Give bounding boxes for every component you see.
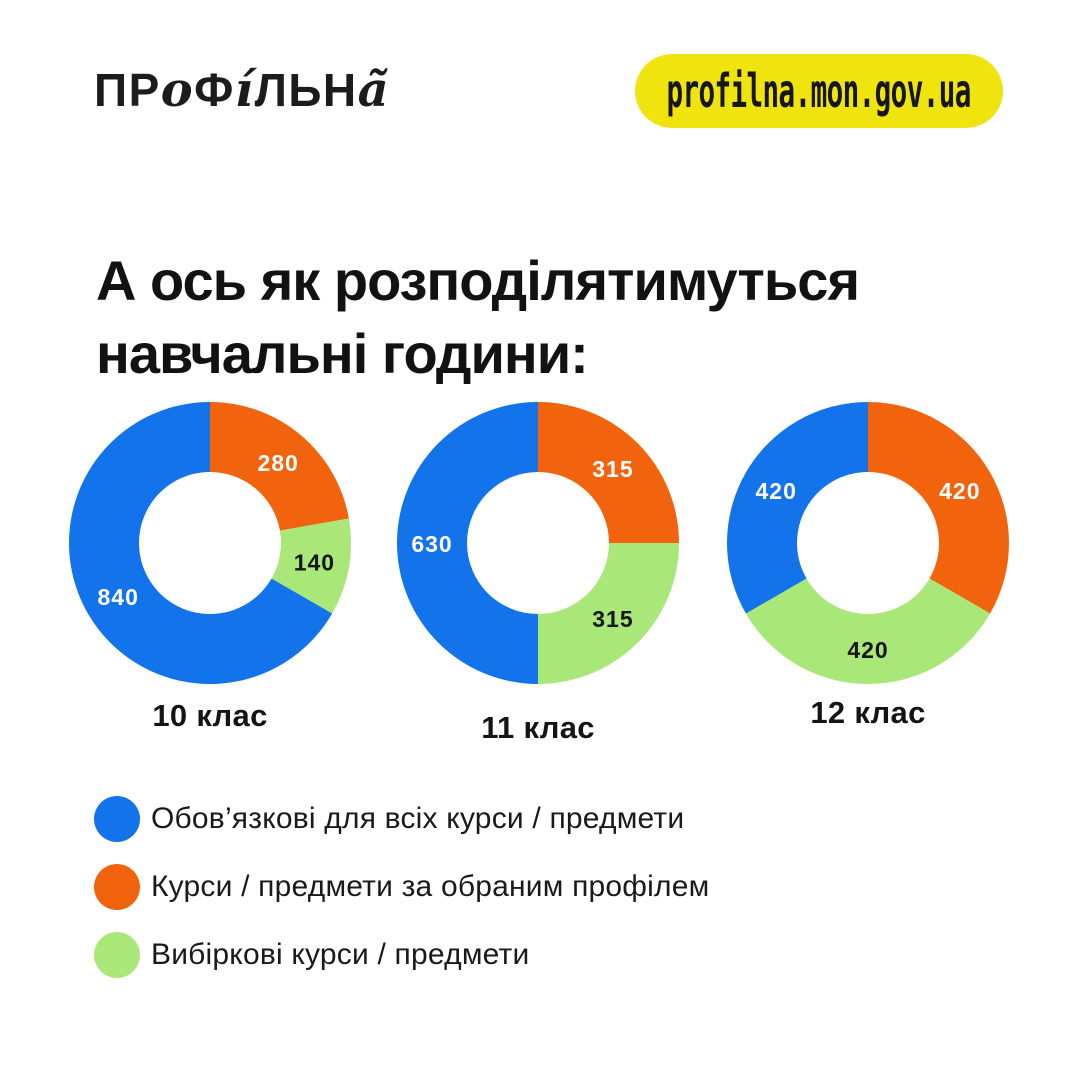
donut-slice-profile bbox=[210, 402, 349, 531]
donut-chart-grade-11: 315 315 630 11 клас bbox=[396, 401, 680, 746]
slice-value-profile: 420 bbox=[939, 478, 980, 504]
site-url-badge[interactable]: profilna.mon.gov.ua bbox=[635, 54, 1003, 128]
slice-value-profile: 315 bbox=[592, 456, 633, 482]
chart-caption-grade-11: 11 клас bbox=[481, 710, 595, 745]
donut-slice-profile bbox=[868, 402, 1010, 614]
donut-slice-profile bbox=[538, 402, 679, 543]
legend-swatch-elective-icon bbox=[94, 932, 140, 978]
site-url-text: profilna.mon.gov.ua bbox=[666, 64, 972, 118]
donut-slice-mandatory bbox=[69, 402, 333, 684]
legend-label-elective: Вибіркові курси / предмети bbox=[151, 938, 530, 971]
donut-chart-grade-12: 420 420 420 12 клас bbox=[726, 401, 1010, 731]
legend-swatch-mandatory-icon bbox=[94, 796, 140, 842]
donut-chart-grade-12-svg: 420 420 420 bbox=[726, 402, 1010, 685]
donut-slice-mandatory bbox=[397, 402, 538, 684]
slice-value-profile: 280 bbox=[257, 450, 298, 476]
donut-chart-grade-10: 280 140 840 10 клас bbox=[68, 401, 352, 734]
donut-slice-mandatory bbox=[726, 402, 868, 614]
chart-caption-grade-10: 10 клас bbox=[152, 698, 268, 733]
legend-item-mandatory: Обов’язкові для всіх курси / предмети bbox=[94, 796, 709, 842]
slice-value-elective: 315 bbox=[592, 606, 633, 632]
slice-value-elective: 420 bbox=[847, 637, 888, 663]
legend-swatch-profile-icon bbox=[94, 864, 140, 910]
page-title: А ось як розподілятимуться навчальні год… bbox=[96, 244, 860, 390]
donut-chart-grade-11-svg: 315 315 630 bbox=[397, 402, 679, 684]
legend-label-profile: Курси / предмети за обраним профілем bbox=[151, 870, 710, 903]
legend-item-profile: Курси / предмети за обраним профілем bbox=[94, 864, 709, 910]
legend-item-elective: Вибіркові курси / предмети bbox=[94, 932, 709, 978]
donut-slice-elective bbox=[538, 543, 679, 684]
brand-logo: ПРоФі́ЛЬНа̃ bbox=[94, 62, 391, 118]
legend: Обов’язкові для всіх курси / предмети Ку… bbox=[94, 796, 709, 978]
chart-caption-grade-12: 12 клас bbox=[810, 695, 926, 730]
page-title-line1: А ось як розподілятимуться bbox=[96, 248, 860, 312]
legend-label-mandatory: Обов’язкові для всіх курси / предмети bbox=[151, 802, 685, 835]
slice-value-mandatory: 840 bbox=[98, 584, 139, 610]
donut-chart-grade-10-svg: 280 140 840 bbox=[69, 402, 352, 684]
donut-slice-elective bbox=[745, 578, 991, 685]
page-title-line2: навчальні години: bbox=[96, 321, 589, 385]
slice-value-mandatory: 420 bbox=[756, 478, 797, 504]
slice-value-elective: 140 bbox=[294, 549, 335, 575]
slice-value-mandatory: 630 bbox=[411, 531, 452, 557]
donut-slice-elective bbox=[271, 518, 352, 614]
